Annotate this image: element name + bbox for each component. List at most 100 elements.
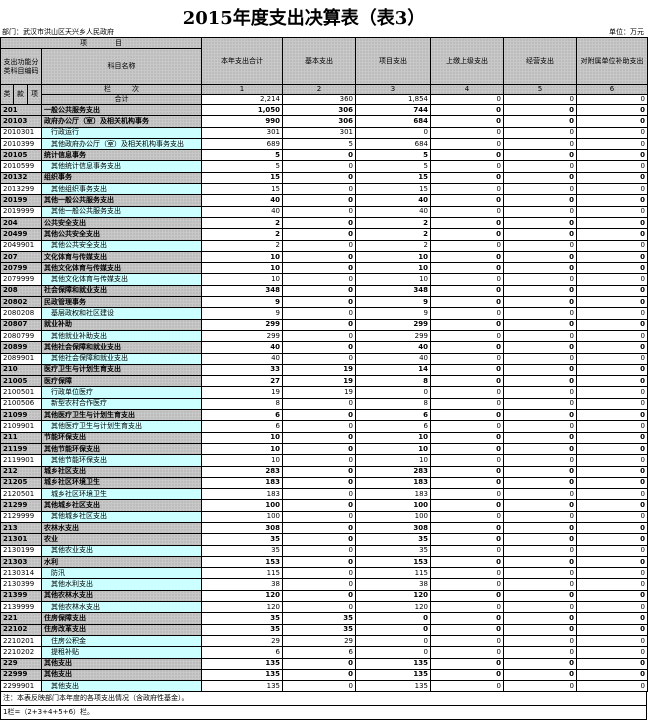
amount-col-1: 299 [201,329,283,343]
amount-col-6: 0 [576,149,648,162]
amount-col-3: 5 [355,149,431,162]
amount-col-2: 0 [282,544,356,557]
amount-col-6: 0 [576,137,648,151]
subject-code: 21099 [0,409,42,422]
amount-col-2: 0 [282,601,356,614]
table-row: 21399 其他农林水支出 120 0 120 0 0 0 [0,589,648,603]
amount-col-3: 40 [355,205,431,218]
amount-col-6: 0 [576,239,648,252]
amount-col-5: 0 [503,386,577,399]
amount-col-3: 35 [355,533,431,546]
amount-col-3: 0 [355,126,431,139]
amount-col-2: 0 [282,284,356,298]
amount-col-1: 35 [201,533,283,546]
amount-col-1: 19 [201,386,283,399]
amount-col-6: 0 [576,567,648,580]
amount-col-5: 0 [503,454,577,467]
report-title: 2015年度支出决算表（表3） [182,8,426,29]
table-row: 221 住房保障支出 35 35 0 0 0 0 [0,612,648,625]
amount-col-3: 0 [355,612,431,625]
subject-code: 20105 [0,149,42,162]
amount-col-4: 0 [430,623,504,636]
amount-col-1: 990 [201,115,283,128]
amount-col-4: 0 [430,284,504,298]
amount-col-4: 0 [430,420,504,433]
amount-col-3: 9 [355,307,431,320]
subject-code: 2080208 [0,307,42,320]
amount-col-4: 0 [430,442,504,456]
amount-col-4: 0 [430,205,504,218]
amount-col-5: 0 [503,205,577,218]
note-1: 注：本表反映部门本年度的各项支出情况（含政府性基金）。 [0,692,647,706]
amount-col-1: 299 [201,318,283,331]
table-row: 20807 就业补助 299 0 299 0 0 0 [0,318,648,331]
amount-col-3: 10 [355,431,431,444]
amount-col-2: 0 [282,228,356,241]
amount-col-5: 0 [503,533,577,546]
amount-col-4: 0 [430,465,504,478]
amount-col-1: 40 [201,194,283,207]
subject-name: 其他城乡社区支出 [41,499,202,512]
amount-col-3: 40 [355,341,431,354]
subject-name: 住房改革支出 [41,623,202,636]
amount-col-6: 0 [576,318,648,331]
subject-name: 提租补贴 [41,646,202,659]
subject-name: 其他支出 [41,668,202,682]
amount-col-3: 40 [355,352,431,365]
amount-col-6: 0 [576,329,648,343]
amount-col-6: 0 [576,668,648,682]
amount-col-2: 0 [282,239,356,252]
amount-col-4: 0 [430,409,504,422]
amount-col-6: 0 [576,646,648,659]
table-row: 20105 统计信息事务 5 0 5 0 0 0 [0,149,648,162]
subject-name: 政府办公厅（室）及相关机构事务 [41,115,202,128]
table-row: 2210201 住房公积金 29 29 0 0 0 0 [0,634,648,648]
subject-name: 其他一般公共服务支出 [41,194,202,207]
table-row: 20899 其他社会保障和就业支出 40 0 40 0 0 0 [0,341,648,354]
amount-col-3: 153 [355,555,431,569]
amount-col-6: 0 [576,386,648,399]
amount-col-2: 0 [282,352,356,365]
amount-col-4: 0 [430,137,504,151]
table-row: 2010399 其他政府办公厅（室）及相关机构事务支出 689 5 684 0 0 0 [0,137,648,151]
subject-code: 207 [0,250,42,264]
amount-col-3: 40 [355,194,431,207]
amount-col-5: 0 [503,171,577,185]
amount-col-4: 0 [430,296,504,309]
table-row: 201 一般公共服务支出 1,050 306 744 0 0 0 [0,103,648,117]
amount-col-6: 0 [576,589,648,603]
col-header-6: 对附属单位补助支出 [576,37,648,85]
col-header-3: 项目支出 [355,37,431,85]
amount-col-1: 153 [201,555,283,569]
amount-col-3: 744 [355,103,431,117]
amount-col-2: 0 [282,555,356,569]
amount-col-3: 0 [355,623,431,636]
amount-col-5: 0 [503,341,577,354]
amount-col-5: 0 [503,284,577,298]
department-label: 部门：武汉市洪山区天兴乡人民政府 [2,28,114,36]
subject-code: 229 [0,657,42,670]
subject-code: 2079999 [0,273,42,286]
table-row: 2089901 其他社会保障和就业支出 40 0 40 0 0 0 [0,352,648,365]
amount-col-3: 10 [355,262,431,275]
table-row: 21299 其他城乡社区支出 100 0 100 0 0 0 [0,499,648,512]
subject-code: 20899 [0,341,42,354]
subject-code: 2019999 [0,205,42,218]
amount-col-5: 0 [503,409,577,422]
subject-name: 其他就业补助支出 [41,329,202,343]
amount-col-4: 0 [430,103,504,117]
amount-col-3: 183 [355,488,431,501]
total-5: 0 [503,94,577,105]
amount-col-2: 0 [282,578,356,591]
amount-col-6: 0 [576,521,648,535]
amount-col-5: 0 [503,589,577,603]
amount-col-2: 0 [282,668,356,682]
amount-col-4: 0 [430,578,504,591]
amount-col-2: 0 [282,250,356,264]
notes: 注：本表反映部门本年度的各项支出情况（含政府性基金）。 1栏=（2+3+4+5+… [0,692,647,720]
subject-name: 其他节能环保支出 [41,454,202,467]
amount-col-3: 0 [355,386,431,399]
amount-col-2: 0 [282,183,356,196]
amount-col-6: 0 [576,160,648,173]
subject-code: 2010399 [0,137,42,151]
